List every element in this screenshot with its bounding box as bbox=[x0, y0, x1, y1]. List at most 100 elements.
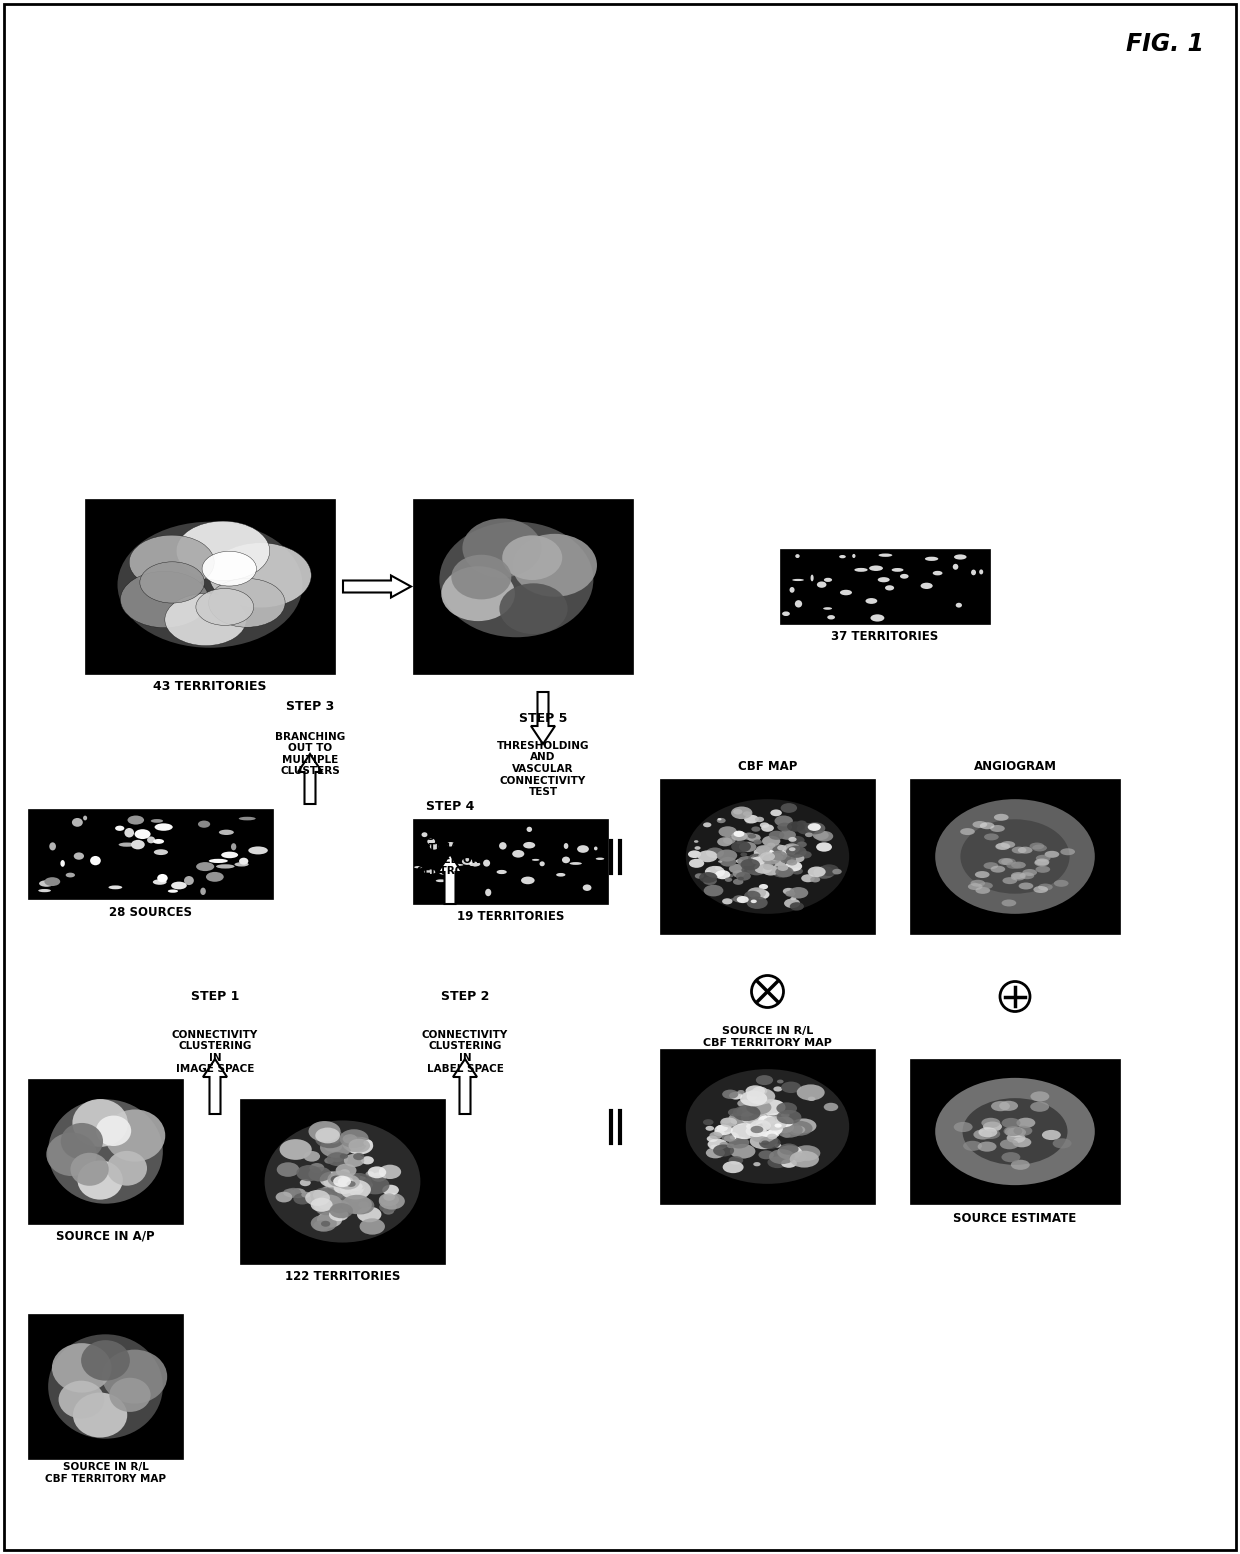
Ellipse shape bbox=[732, 841, 751, 853]
Ellipse shape bbox=[1011, 861, 1025, 869]
Ellipse shape bbox=[781, 1159, 797, 1167]
Ellipse shape bbox=[357, 1206, 382, 1223]
Text: ANGIOGRAM: ANGIOGRAM bbox=[973, 760, 1056, 774]
Ellipse shape bbox=[755, 853, 773, 862]
Ellipse shape bbox=[954, 555, 966, 559]
Ellipse shape bbox=[216, 864, 234, 869]
Ellipse shape bbox=[733, 878, 744, 884]
Ellipse shape bbox=[527, 827, 532, 831]
Ellipse shape bbox=[1035, 855, 1050, 862]
Ellipse shape bbox=[1007, 862, 1021, 869]
Ellipse shape bbox=[714, 1125, 733, 1134]
Ellipse shape bbox=[777, 845, 786, 850]
Ellipse shape bbox=[770, 810, 782, 816]
Ellipse shape bbox=[758, 1099, 786, 1116]
Text: STEP 5: STEP 5 bbox=[518, 712, 567, 726]
Ellipse shape bbox=[358, 1201, 368, 1207]
Polygon shape bbox=[343, 575, 410, 597]
Ellipse shape bbox=[971, 570, 976, 575]
Ellipse shape bbox=[1044, 852, 1059, 858]
Ellipse shape bbox=[728, 873, 734, 878]
Ellipse shape bbox=[239, 858, 248, 864]
Ellipse shape bbox=[779, 1144, 799, 1155]
Ellipse shape bbox=[718, 817, 722, 821]
Ellipse shape bbox=[787, 1120, 796, 1125]
Ellipse shape bbox=[750, 1125, 764, 1133]
Circle shape bbox=[751, 976, 784, 1007]
Ellipse shape bbox=[999, 1100, 1018, 1111]
Ellipse shape bbox=[196, 862, 215, 872]
Ellipse shape bbox=[797, 824, 817, 834]
Ellipse shape bbox=[866, 598, 877, 605]
Ellipse shape bbox=[709, 1131, 722, 1139]
Ellipse shape bbox=[777, 1080, 784, 1083]
Ellipse shape bbox=[1007, 1127, 1025, 1138]
Ellipse shape bbox=[463, 858, 472, 866]
Polygon shape bbox=[531, 692, 556, 744]
Ellipse shape bbox=[71, 1153, 109, 1186]
Ellipse shape bbox=[962, 1099, 1068, 1166]
Ellipse shape bbox=[981, 1128, 1001, 1139]
Ellipse shape bbox=[317, 1195, 342, 1211]
Ellipse shape bbox=[523, 842, 536, 848]
Ellipse shape bbox=[717, 838, 733, 847]
Ellipse shape bbox=[707, 870, 711, 873]
Text: SOURCE IN A/P: SOURCE IN A/P bbox=[56, 1229, 155, 1243]
Ellipse shape bbox=[1034, 858, 1049, 866]
Ellipse shape bbox=[715, 866, 722, 870]
Ellipse shape bbox=[330, 1200, 350, 1214]
Ellipse shape bbox=[441, 566, 515, 622]
Ellipse shape bbox=[1018, 883, 1033, 889]
Ellipse shape bbox=[512, 535, 596, 597]
Ellipse shape bbox=[66, 873, 74, 878]
Ellipse shape bbox=[729, 864, 744, 873]
Ellipse shape bbox=[760, 852, 775, 861]
Ellipse shape bbox=[753, 852, 770, 862]
Ellipse shape bbox=[729, 1136, 749, 1148]
Ellipse shape bbox=[717, 850, 738, 861]
Ellipse shape bbox=[361, 1156, 374, 1164]
Ellipse shape bbox=[345, 1175, 370, 1192]
Bar bbox=[241, 1099, 445, 1263]
Ellipse shape bbox=[342, 1136, 367, 1152]
Ellipse shape bbox=[729, 1136, 737, 1139]
Ellipse shape bbox=[743, 833, 755, 841]
Ellipse shape bbox=[954, 1122, 972, 1131]
Ellipse shape bbox=[719, 1142, 729, 1147]
Ellipse shape bbox=[750, 1124, 765, 1133]
Ellipse shape bbox=[689, 859, 704, 867]
Ellipse shape bbox=[45, 876, 61, 886]
Ellipse shape bbox=[817, 581, 827, 587]
Ellipse shape bbox=[58, 1380, 104, 1419]
Ellipse shape bbox=[776, 1122, 802, 1138]
Ellipse shape bbox=[978, 883, 993, 889]
Ellipse shape bbox=[428, 838, 435, 845]
Ellipse shape bbox=[366, 1172, 374, 1176]
Ellipse shape bbox=[790, 903, 804, 911]
Ellipse shape bbox=[738, 1100, 750, 1108]
Ellipse shape bbox=[723, 836, 735, 844]
Ellipse shape bbox=[315, 1189, 337, 1203]
Ellipse shape bbox=[206, 872, 223, 881]
Ellipse shape bbox=[320, 1172, 345, 1187]
Ellipse shape bbox=[763, 859, 771, 864]
Ellipse shape bbox=[812, 831, 828, 841]
Ellipse shape bbox=[968, 883, 982, 890]
Ellipse shape bbox=[379, 1193, 399, 1206]
Ellipse shape bbox=[124, 828, 134, 838]
Ellipse shape bbox=[750, 1133, 777, 1150]
Ellipse shape bbox=[208, 578, 285, 628]
Text: STEP 1: STEP 1 bbox=[191, 990, 239, 1002]
Ellipse shape bbox=[799, 852, 812, 858]
Ellipse shape bbox=[784, 898, 800, 908]
Ellipse shape bbox=[521, 876, 534, 884]
Ellipse shape bbox=[239, 817, 255, 821]
Ellipse shape bbox=[1012, 1138, 1032, 1147]
Ellipse shape bbox=[379, 1164, 402, 1179]
Ellipse shape bbox=[763, 853, 780, 864]
Ellipse shape bbox=[807, 867, 826, 876]
Bar bbox=[780, 549, 990, 625]
Ellipse shape bbox=[61, 1124, 103, 1159]
Ellipse shape bbox=[801, 875, 815, 883]
Ellipse shape bbox=[754, 862, 773, 873]
